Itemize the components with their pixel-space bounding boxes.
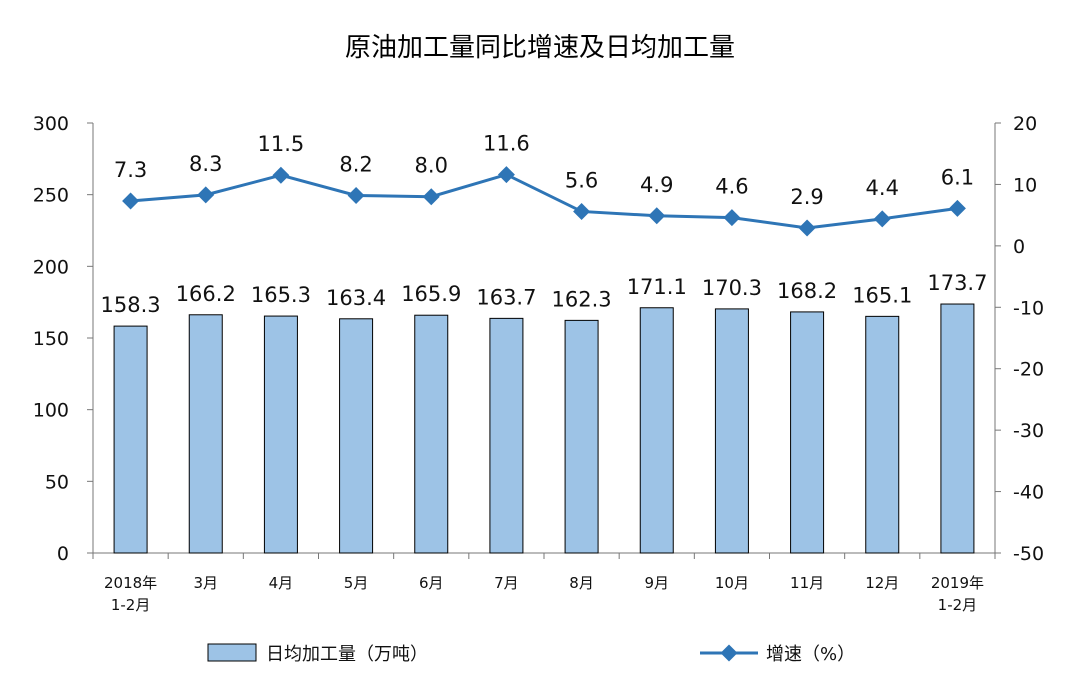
bar [790, 311, 825, 554]
x-tick-label: 7月 [494, 574, 519, 592]
line-value-label: 4.4 [866, 176, 899, 200]
line-series [122, 166, 966, 237]
bar-value-label: 163.4 [326, 286, 386, 310]
bar [564, 319, 599, 554]
x-tick-label: 11月 [790, 574, 824, 592]
line-value-label: 11.5 [258, 132, 305, 156]
bar [263, 315, 298, 554]
bar-value-label: 162.3 [552, 287, 612, 311]
line-point [497, 166, 515, 184]
right-tick-label: -40 [1013, 482, 1044, 504]
right-tick-label: 20 [1013, 113, 1037, 135]
bar [414, 314, 449, 554]
legend-line-label: 增速（%） [766, 644, 855, 665]
bar-value-label: 163.7 [476, 285, 536, 309]
bar [714, 308, 749, 554]
bar-value-label: 173.7 [927, 271, 987, 295]
x-tick-label: 10月 [715, 574, 749, 592]
line-point [648, 207, 666, 225]
line-value-label: 7.3 [114, 158, 147, 182]
line-value-label: 8.0 [415, 154, 448, 178]
legend-bar-swatch [207, 643, 257, 662]
x-tick-label: 3月 [193, 574, 218, 592]
line-point [948, 199, 966, 217]
bar [639, 307, 674, 554]
left-tick-label: 250 [33, 185, 69, 207]
x-tick-label: 1-2月 [938, 596, 978, 614]
bar [489, 317, 524, 554]
growth-line [130, 172, 958, 230]
line-value-label: 4.6 [715, 175, 748, 199]
bar [940, 303, 975, 554]
left-tick-label: 300 [33, 113, 69, 135]
left-tick-label: 150 [33, 328, 69, 350]
legend: 日均加工量（万吨） 增速（%） [207, 643, 855, 665]
left-tick-label: 0 [57, 543, 69, 565]
bar [188, 314, 223, 554]
bar-value-label: 171.1 [627, 275, 687, 299]
line-point [573, 202, 591, 220]
bar [113, 325, 148, 554]
line-value-label: 8.3 [189, 152, 222, 176]
right-tick-label: -10 [1013, 297, 1044, 319]
line-value-label: 5.6 [565, 168, 598, 192]
x-tick-label: 8月 [569, 574, 594, 592]
bar-value-label: 165.9 [401, 282, 461, 306]
line-value-label: 11.6 [483, 132, 530, 156]
right-tick-label: -50 [1013, 543, 1044, 565]
x-tick-label: 9月 [644, 574, 669, 592]
left-tick-label: 50 [45, 471, 69, 493]
right-tick-label: -20 [1013, 359, 1044, 381]
bar-value-label: 170.3 [702, 276, 762, 300]
chart-title: 原油加工量同比增速及日均加工量 [345, 33, 735, 63]
line-point [347, 187, 365, 204]
left-tick-label: 200 [33, 256, 69, 278]
x-tick-label: 2018年 [104, 574, 157, 592]
line-point [122, 192, 140, 210]
right-tick-label: 0 [1013, 236, 1025, 258]
bar-value-label: 165.1 [852, 283, 912, 307]
bar-series [113, 303, 975, 554]
axes: 0 50 100 150 200 250 300 -50 -40 -30 -20 -10 0 10 20 20… [33, 113, 1044, 614]
line-value-label: 8.2 [339, 152, 372, 176]
legend-line-marker [720, 644, 738, 662]
bar-value-label: 168.2 [777, 279, 837, 303]
bar-value-label: 158.3 [101, 293, 161, 317]
line-point [798, 219, 816, 237]
x-tick-label: 6月 [419, 574, 444, 592]
bar-value-label: 165.3 [251, 283, 311, 307]
x-tick-label: 12月 [865, 574, 899, 592]
line-point [873, 210, 891, 228]
x-tick-label: 4月 [269, 574, 294, 592]
line-value-label: 2.9 [790, 185, 823, 209]
right-tick-label: 10 [1013, 174, 1037, 196]
bar-value-label: 166.2 [176, 282, 236, 306]
line-point [723, 209, 741, 227]
x-tick-label: 1-2月 [111, 596, 151, 614]
legend-bar-label: 日均加工量（万吨） [266, 644, 428, 665]
bar [339, 318, 374, 554]
line-point [197, 186, 215, 204]
line-point [272, 166, 290, 184]
left-tick-label: 100 [33, 400, 69, 422]
x-tick-label: 2019年 [931, 574, 984, 592]
bar [865, 315, 900, 554]
x-tick-label: 5月 [344, 574, 369, 592]
line-point [422, 188, 440, 206]
line-value-label: 4.9 [640, 173, 673, 197]
line-value-label: 6.1 [941, 165, 974, 189]
data-labels: 158.3 166.2 165.3 163.4 165.9 163.7 162.3 171.1… [101, 132, 988, 318]
right-tick-label: -30 [1013, 420, 1044, 442]
